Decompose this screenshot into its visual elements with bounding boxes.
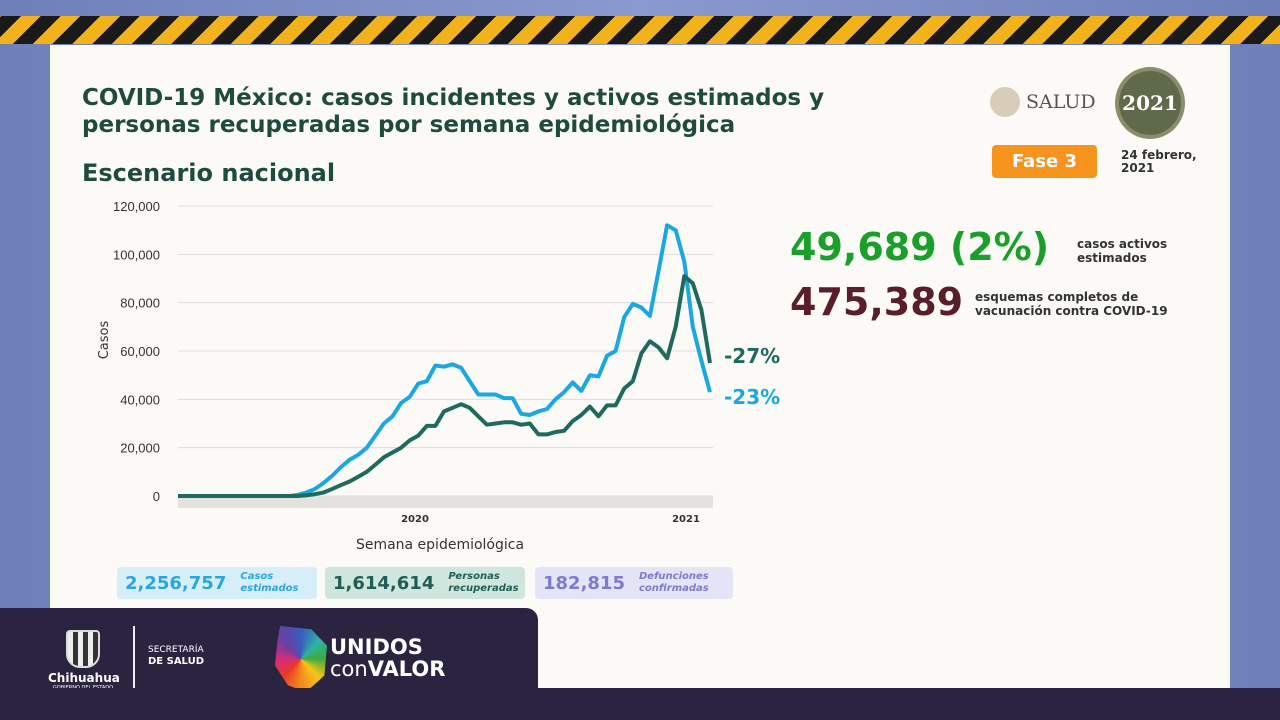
footer-strip (0, 688, 1280, 720)
hazard-stripes (0, 16, 1280, 44)
chihuahua-map-icon (275, 626, 327, 692)
seal-icon (990, 87, 1020, 117)
active-cases-value: 49,689 (2%) (790, 225, 1050, 269)
salud-logo-text: SALUD (1026, 91, 1096, 113)
shield-icon (66, 630, 100, 668)
series-line (178, 223, 712, 498)
unidos-text: UNIDOS (330, 635, 423, 659)
total-card: 2,256,757 Casos estimados (117, 567, 317, 599)
y-tick-label: 80,000 (120, 296, 160, 311)
line-chart: 0 20,000 40,000 60,000 80,000 100,000 120,000 2… (97, 199, 780, 553)
y-tick-label: 40,000 (120, 392, 160, 407)
x-axis-band (178, 496, 713, 508)
total-card: 182,815 Defunciones confirmadas (535, 567, 733, 599)
y-axis-label: Casos (97, 321, 112, 360)
slide: COVID-19 México: casos incidentes y acti… (50, 45, 1230, 688)
mexico-2021-logo: 2021 (1115, 67, 1185, 139)
y-tick-label: 120,000 (113, 199, 160, 214)
total-card: 1,614,614 Personas recuperadas (325, 567, 525, 599)
y-tick-label: 20,000 (120, 441, 160, 456)
vaccine-label: esquemas completos de vacunación contra … (975, 290, 1168, 318)
unidos-con-valor-logo: UNIDOS conVALOR (330, 636, 445, 680)
total-label: Casos estimados (240, 571, 299, 594)
subtitle: Escenario nacional (82, 159, 336, 187)
total-value: 1,614,614 (333, 572, 435, 594)
series-line (178, 274, 712, 498)
de-salud-text: DE SALUD (148, 656, 204, 667)
total-value: 2,256,757 (125, 572, 227, 594)
series-end-label: -23% (724, 385, 780, 409)
page-title: COVID-19 México: casos incidentes y acti… (82, 85, 825, 138)
salud-logo: SALUD (990, 87, 1096, 117)
vaccine-value: 475,389 (790, 280, 964, 324)
y-tick-label: 100,000 (113, 247, 160, 262)
date: 24 febrero, 2021 (1121, 148, 1197, 175)
active-cases-label: casos activos estimados (1077, 237, 1168, 265)
con-text: con (330, 657, 368, 681)
divider (133, 626, 135, 690)
total-value: 182,815 (543, 572, 625, 594)
y-tick-label: 60,000 (120, 344, 160, 359)
secretaria-salud: SECRETARÍA DE SALUD (148, 644, 204, 668)
chihuahua-logo: ChihuahuaGOBIERNO DEL ESTADO (48, 630, 120, 691)
y-tick-label: 0 (153, 489, 160, 504)
year-label-2020: 2020 (401, 514, 429, 525)
secretaria-text: SECRETARÍA (148, 645, 204, 655)
year-label-2021: 2021 (672, 514, 700, 525)
series-end-label: -27% (724, 344, 780, 368)
total-label: Defunciones confirmadas (638, 571, 709, 594)
fase-badge: Fase 3 (992, 145, 1097, 178)
x-axis-label: Semana epidemiológica (356, 537, 524, 553)
valor-text: VALOR (367, 657, 446, 681)
total-label: Personas recuperadas (448, 571, 519, 594)
chihuahua-text: Chihuahua (48, 671, 120, 685)
